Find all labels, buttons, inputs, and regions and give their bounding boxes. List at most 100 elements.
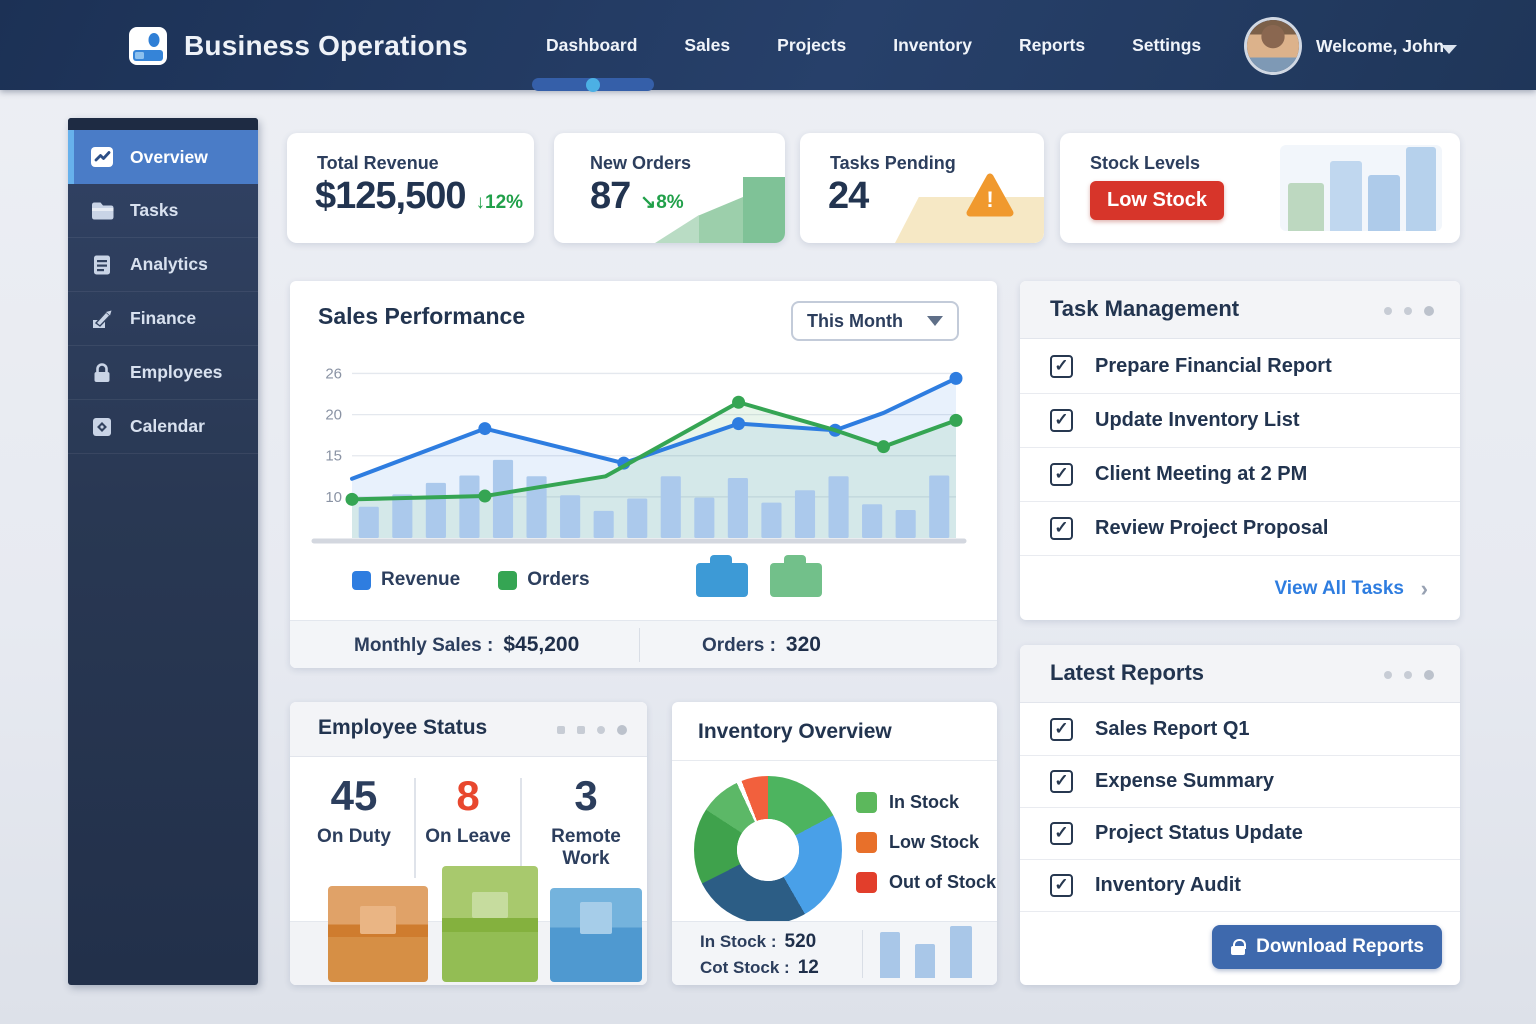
in-stock-count-value: 520 xyxy=(784,931,817,952)
top-navbar: Business Operations Dashboard Sales Proj… xyxy=(0,0,1536,92)
nav-projects[interactable]: Projects xyxy=(777,34,847,55)
svg-text:20: 20 xyxy=(325,407,342,424)
orange-box-graphic xyxy=(328,886,428,982)
active-tab-dot xyxy=(586,77,600,92)
checkbox-checked-icon[interactable] xyxy=(1050,874,1073,897)
checkbox-checked-icon[interactable] xyxy=(1050,355,1073,378)
checkbox-checked-icon[interactable] xyxy=(1050,463,1073,486)
summary-divider xyxy=(639,627,640,662)
checkbox-checked-icon[interactable] xyxy=(1050,770,1073,793)
out-of-stock-label: Out of Stock xyxy=(889,871,996,892)
task-row[interactable]: Review Project Proposal xyxy=(1020,502,1460,556)
checkbox-checked-icon[interactable] xyxy=(1050,718,1073,741)
kpi-card-new-orders: New Orders 87 ↘8% xyxy=(554,133,785,243)
sidebar-item-label: Employees xyxy=(130,362,223,382)
green-box-graphic xyxy=(442,866,538,982)
checkbox-checked-icon[interactable] xyxy=(1050,822,1073,845)
panel-menu-dots-icon[interactable] xyxy=(1372,306,1434,316)
calendar-icon xyxy=(90,415,114,439)
task-row[interactable]: Update Inventory List xyxy=(1020,394,1460,448)
inventory-overview-panel: Inventory Overview In Stock Low Stock Ou… xyxy=(672,702,997,985)
orders-value: 87 xyxy=(590,175,631,217)
sidebar-top-strip xyxy=(68,118,258,130)
stat-on-leave: 8 On Leave xyxy=(416,773,520,848)
mini-bar xyxy=(880,932,900,978)
in-stock-count-label: In Stock : xyxy=(700,932,777,951)
in-stock-label: In Stock xyxy=(889,791,960,812)
download-reports-label: Download Reports xyxy=(1256,936,1424,957)
legend-out-of-stock: Out of Stock xyxy=(856,862,996,902)
user-avatar[interactable] xyxy=(1247,20,1299,72)
tasks-pending-value: 24 xyxy=(828,175,869,217)
report-row[interactable]: Expense Summary xyxy=(1020,756,1460,808)
panel-menu-dots-icon[interactable] xyxy=(1372,670,1434,680)
out-stock-count-label: Cot Stock : xyxy=(700,958,790,977)
chevron-right-icon: › xyxy=(1420,576,1428,601)
out-stock-count: Cot Stock : 12 xyxy=(700,957,819,979)
sidebar-item-calendar[interactable]: Calendar xyxy=(68,400,258,454)
sidebar-item-label: Finance xyxy=(130,308,197,328)
revenue-legend-label: Revenue xyxy=(381,569,461,590)
report-row[interactable]: Project Status Update xyxy=(1020,808,1460,860)
in-stock-swatch xyxy=(856,791,877,813)
sidebar-item-analytics[interactable]: Analytics xyxy=(68,238,258,292)
kpi-title: Stock Levels xyxy=(1090,153,1201,173)
on-duty-value: 45 xyxy=(330,772,378,819)
svg-text:26: 26 xyxy=(325,365,342,382)
task-row[interactable]: Client Meeting at 2 PM xyxy=(1020,448,1460,502)
sidebar-item-tasks[interactable]: Tasks xyxy=(68,184,258,238)
sidebar-item-employees[interactable]: Employees xyxy=(68,346,258,400)
monthly-sales-label: Monthly Sales : xyxy=(354,634,494,656)
sidebar-item-label: Overview xyxy=(130,146,208,167)
latest-reports-panel: Latest Reports Sales Report Q1 Expense S… xyxy=(1020,645,1460,985)
mini-bar xyxy=(950,926,972,978)
task-label: Client Meeting at 2 PM xyxy=(1095,463,1308,485)
inventory-panel-title: Inventory Overview xyxy=(698,720,892,743)
nav-reports[interactable]: Reports xyxy=(1018,34,1086,55)
sales-panel-title: Sales Performance xyxy=(318,303,526,329)
download-reports-button[interactable]: Download Reports xyxy=(1212,925,1442,969)
user-menu-chevron-down-icon[interactable] xyxy=(1441,45,1457,54)
reports-panel-header: Latest Reports xyxy=(1020,645,1460,703)
report-label: Sales Report Q1 xyxy=(1095,718,1250,740)
sidebar-item-finance[interactable]: Finance xyxy=(68,292,258,346)
nav-settings[interactable]: Settings xyxy=(1132,34,1202,55)
green-folder-icon xyxy=(770,555,822,597)
welcome-label[interactable]: Welcome, John xyxy=(1316,36,1445,56)
remote-work-label: Remote Work xyxy=(551,826,621,870)
panel-menu-dots-icon[interactable] xyxy=(545,725,627,735)
kpi-card-tasks-pending: Tasks Pending 24 ! xyxy=(800,133,1044,243)
sidebar: Overview Tasks Analytics Finance Employe xyxy=(68,118,258,985)
nav-dashboard[interactable]: Dashboard xyxy=(546,34,638,55)
document-icon xyxy=(90,253,114,277)
main-nav: Dashboard Sales Projects Inventory Repor… xyxy=(546,0,1201,90)
monthly-sales-summary: Monthly Sales : $45,200 xyxy=(290,633,639,657)
report-row[interactable]: Sales Report Q1 xyxy=(1020,704,1460,756)
revenue-value: $125,500 xyxy=(315,175,466,217)
warning-triangle-icon: ! xyxy=(964,171,1016,224)
checkbox-checked-icon[interactable] xyxy=(1050,409,1073,432)
employee-status-panel: Employee Status 45 On Duty 8 On Leave 3 … xyxy=(290,702,647,985)
sidebar-item-overview[interactable]: Overview xyxy=(68,130,258,184)
report-label: Project Status Update xyxy=(1095,822,1303,844)
stock-mini-chart xyxy=(1280,145,1442,231)
task-row[interactable]: Prepare Financial Report xyxy=(1020,340,1460,394)
remote-work-value: 3 xyxy=(574,772,598,819)
view-all-tasks-link[interactable]: View All Tasks xyxy=(1274,578,1404,599)
blue-box-graphic xyxy=(550,888,642,982)
employee-panel-title: Employee Status xyxy=(318,716,488,739)
stat-divider xyxy=(520,778,522,878)
report-row[interactable]: Inventory Audit xyxy=(1020,860,1460,912)
nav-sales[interactable]: Sales xyxy=(684,34,731,55)
time-range-dropdown[interactable]: This Month xyxy=(791,301,959,341)
kpi-card-total-revenue: Total Revenue $125,500 ↓12% xyxy=(287,133,534,243)
on-leave-label: On Leave xyxy=(425,826,511,848)
tasks-decor-shape xyxy=(895,197,1044,243)
checkbox-checked-icon[interactable] xyxy=(1050,517,1073,540)
orders-summary-value: 320 xyxy=(785,632,821,656)
nav-inventory[interactable]: Inventory xyxy=(893,34,972,55)
employee-panel-header: Employee Status xyxy=(290,702,647,757)
out-stock-count-value: 12 xyxy=(797,957,819,978)
legend-in-stock: In Stock xyxy=(856,782,996,822)
reports-panel-title: Latest Reports xyxy=(1050,660,1205,685)
